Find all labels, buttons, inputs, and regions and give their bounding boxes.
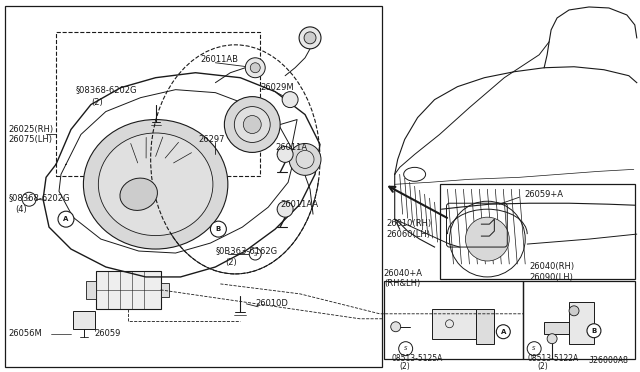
Bar bbox=[5, 6, 382, 366]
Text: 08513-5122A: 08513-5122A bbox=[527, 354, 579, 363]
Circle shape bbox=[234, 107, 270, 142]
Text: S: S bbox=[404, 346, 408, 351]
Text: 26297: 26297 bbox=[198, 135, 225, 144]
Bar bbox=[524, 281, 635, 359]
Text: A: A bbox=[500, 329, 506, 335]
Bar bbox=[384, 281, 524, 359]
Circle shape bbox=[249, 248, 261, 260]
Circle shape bbox=[211, 221, 227, 237]
Circle shape bbox=[465, 217, 509, 261]
Text: §08368-6202G: §08368-6202G bbox=[76, 85, 138, 94]
Ellipse shape bbox=[120, 178, 157, 211]
Bar bbox=[56, 32, 260, 176]
Text: S: S bbox=[532, 346, 536, 351]
Circle shape bbox=[225, 97, 280, 153]
Bar bbox=[544, 322, 569, 334]
Bar bbox=[73, 311, 95, 329]
Text: 26040(RH)
26090(LH): 26040(RH) 26090(LH) bbox=[529, 262, 574, 282]
Text: 26040+A: 26040+A bbox=[384, 269, 423, 279]
Text: 26056M: 26056M bbox=[8, 329, 42, 338]
Text: 26011AA: 26011AA bbox=[280, 200, 318, 209]
Text: J26000A8: J26000A8 bbox=[589, 356, 629, 365]
Text: 26011AB: 26011AB bbox=[200, 55, 239, 64]
Circle shape bbox=[277, 201, 293, 217]
Circle shape bbox=[58, 211, 74, 227]
Text: S: S bbox=[253, 251, 257, 257]
Circle shape bbox=[587, 324, 601, 338]
Text: §08368-6202G: §08368-6202G bbox=[8, 193, 70, 202]
Circle shape bbox=[399, 342, 413, 356]
Circle shape bbox=[250, 63, 260, 73]
Circle shape bbox=[296, 150, 314, 169]
Circle shape bbox=[282, 92, 298, 108]
Text: (4): (4) bbox=[15, 205, 27, 214]
Bar bbox=[569, 302, 594, 344]
Text: 26010(RH)
26060(LH): 26010(RH) 26060(LH) bbox=[387, 219, 432, 239]
Circle shape bbox=[243, 116, 261, 134]
Text: (2): (2) bbox=[91, 98, 102, 107]
Circle shape bbox=[289, 144, 321, 175]
Text: 08513-5125A: 08513-5125A bbox=[392, 354, 443, 363]
Circle shape bbox=[299, 27, 321, 49]
Text: S: S bbox=[28, 197, 31, 202]
Circle shape bbox=[527, 342, 541, 356]
Ellipse shape bbox=[83, 119, 228, 249]
Text: (2): (2) bbox=[537, 362, 548, 371]
Text: (2): (2) bbox=[225, 259, 237, 267]
Text: 26011A: 26011A bbox=[275, 143, 307, 152]
Circle shape bbox=[277, 147, 293, 162]
Text: (2): (2) bbox=[400, 362, 410, 371]
Text: 26059: 26059 bbox=[95, 329, 121, 338]
Text: 26010D: 26010D bbox=[255, 299, 288, 308]
Text: B: B bbox=[216, 226, 221, 232]
Text: 26025(RH)
26075(LH): 26025(RH) 26075(LH) bbox=[8, 125, 53, 144]
Circle shape bbox=[22, 192, 36, 206]
Circle shape bbox=[497, 325, 510, 339]
Ellipse shape bbox=[99, 133, 213, 235]
Circle shape bbox=[304, 32, 316, 44]
Text: B: B bbox=[591, 328, 596, 334]
Bar bbox=[161, 283, 168, 297]
Circle shape bbox=[547, 334, 557, 344]
Text: A: A bbox=[63, 216, 68, 222]
Bar bbox=[86, 281, 96, 299]
Circle shape bbox=[245, 58, 265, 78]
Text: 26059+A: 26059+A bbox=[524, 190, 563, 199]
Bar bbox=[431, 309, 476, 339]
Circle shape bbox=[391, 322, 401, 332]
Text: 26029M: 26029M bbox=[260, 83, 294, 92]
Text: (RH&LH): (RH&LH) bbox=[384, 279, 420, 288]
Bar bbox=[476, 309, 494, 344]
Text: §0B363-6162G: §0B363-6162G bbox=[216, 247, 278, 256]
Bar bbox=[440, 184, 635, 279]
Circle shape bbox=[569, 306, 579, 316]
Bar bbox=[96, 271, 161, 309]
